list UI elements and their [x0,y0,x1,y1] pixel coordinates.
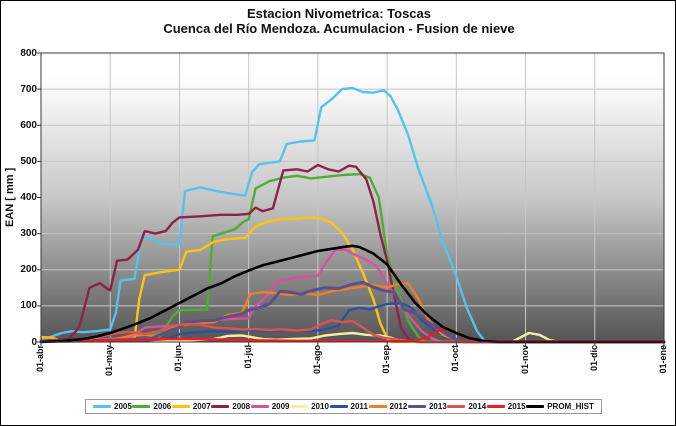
x-axis-tick-label: 01-nov [519,345,530,375]
legend-label: 2005 [114,402,132,411]
chart-legend: 2005 2006 2007 2008 2009 2010 2011 2012 2013 2014… [85,399,602,414]
legend-swatch-2011 [329,405,348,408]
legend-label: 2013 [428,402,447,411]
legend-item-2005: 2005 [93,402,132,411]
legend-swatch-2010 [290,405,309,408]
legend-swatch-2008 [211,405,230,408]
series-line-PROM_HIST [39,244,666,344]
x-axis-tick-label: 01-jun [173,345,184,372]
legend-item-2012: 2012 [368,402,408,411]
legend-swatch-2012 [368,405,387,408]
y-axis-tick-label: 400 [20,192,37,203]
y-axis-tick-label: 500 [20,155,37,167]
legend-item-PROM_HIST: PROM_HIST [526,402,594,411]
legend-item-2010: 2010 [290,402,329,411]
y-axis-tick-label: 0 [31,336,37,348]
chart-title-line2: Cuenca del Río Mendoza. Acumulacion - Fu… [163,21,515,36]
legend-item-2011: 2011 [329,402,368,411]
x-axis-tick-label: 01-sep [381,345,392,374]
legend-swatch-2007 [171,405,190,408]
x-axis-tick-label: 01-dic [588,345,599,372]
legend-item-2009: 2009 [250,402,290,411]
series-line-2009 [39,248,666,344]
legend-swatch-2015 [486,405,505,408]
legend-item-2007: 2007 [171,402,211,411]
legend-label: 2008 [232,402,251,411]
legend-swatch-2013 [407,405,426,408]
legend-label: 2006 [153,402,172,411]
legend-item-2008: 2008 [211,402,250,411]
legend-label: 2009 [271,402,290,411]
legend-label: 2011 [350,402,368,411]
series-line-2008 [39,163,666,344]
legend-swatch-2014 [447,405,466,408]
x-axis-tick-label: 01-ene [658,345,668,374]
legend-item-2006: 2006 [132,402,171,411]
legend-item-2014: 2014 [447,402,486,411]
x-axis-tick-label: 01-abr [35,345,45,373]
x-axis-tick-label: 01-oct [450,345,461,372]
y-axis-tick-label: 800 [20,47,37,59]
series-line-2005 [39,86,666,344]
legend-label: 2012 [389,402,408,411]
legend-swatch-PROM_HIST [526,405,545,408]
chart-title-line1: Estacion Nivometrica: Toscas [247,6,431,21]
series-line-2013 [39,280,666,344]
legend-swatch-2005 [93,405,111,408]
legend-swatch-2006 [132,405,151,408]
legend-label: 2014 [468,402,487,411]
legend-label: 2015 [507,402,526,411]
legend-label: 2010 [311,402,329,411]
x-axis-tick-label: 01-may [104,345,115,377]
y-axis-tick-label: 300 [20,228,37,240]
x-axis-tick-label: 01-jul [242,345,253,369]
x-axis-tick-label: 01-ago [311,345,322,375]
legend-item-2015: 2015 [486,402,526,411]
series-line-2010 [39,331,666,344]
y-axis-tick-label: 600 [20,119,37,131]
legend-label: PROM_HIST [547,402,594,411]
legend-label: 2007 [192,402,211,411]
chart-title: Estacion Nivometrica: Toscas Cuenca del … [1,6,675,36]
legend-item-2013: 2013 [407,402,447,411]
series-line-2014 [39,319,666,344]
y-axis-tick-label: 100 [20,300,37,312]
y-axis-tick-label: 200 [20,264,37,276]
series-line-2006 [39,172,666,344]
legend-swatch-2009 [250,405,269,408]
y-axis-tick-label: 700 [20,83,37,95]
